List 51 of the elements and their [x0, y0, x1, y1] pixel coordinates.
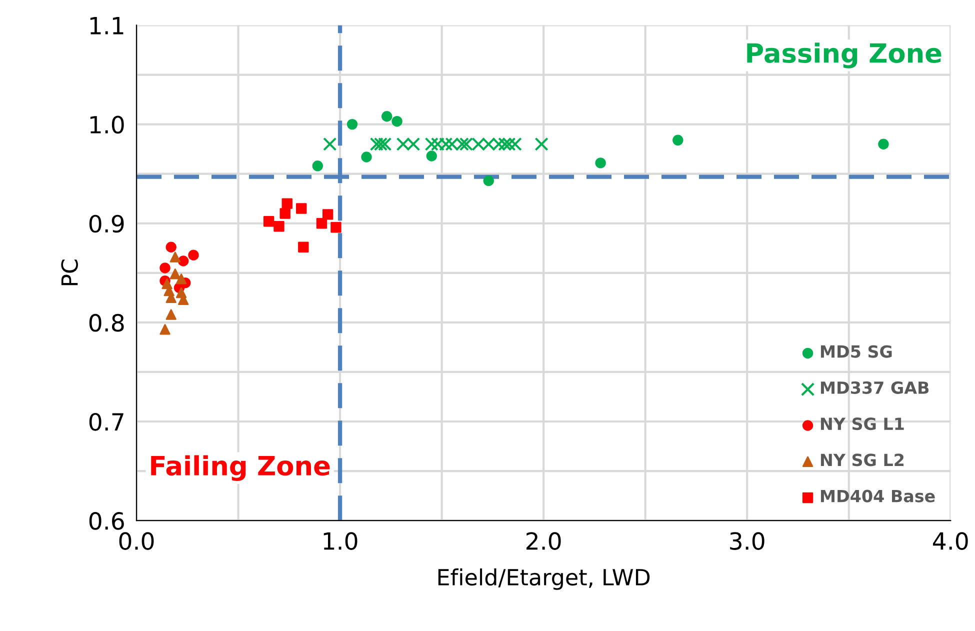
- point: [381, 111, 392, 122]
- legend-label: NY SG L2: [820, 454, 904, 466]
- point: [346, 118, 358, 130]
- point: [160, 324, 170, 335]
- x-axis-title: Efield/Etarget, LWD: [438, 568, 650, 590]
- point: [312, 160, 323, 172]
- annotation: Failing Zone: [151, 455, 330, 481]
- x-tick-label: 0.0: [119, 532, 154, 550]
- point: [178, 256, 189, 266]
- legend-label: MD5 SG: [820, 345, 892, 358]
- y-axis-title: PC: [61, 260, 78, 286]
- point: [160, 262, 170, 274]
- point: [280, 208, 290, 219]
- y-tick-label: 0.8: [89, 314, 124, 332]
- point: [274, 220, 284, 232]
- legend-label: MD404 Base: [820, 490, 935, 502]
- y-tick-label: 1.1: [90, 16, 124, 34]
- x-tick-label: 2.0: [526, 532, 561, 550]
- x-tick-label: 4.0: [933, 532, 968, 550]
- legend-label: MD337 GAB: [820, 381, 929, 394]
- point: [595, 158, 606, 168]
- point: [316, 218, 328, 229]
- y-tick-label: 0.6: [89, 512, 124, 530]
- point: [392, 116, 402, 127]
- point: [170, 252, 181, 262]
- point: [672, 134, 684, 146]
- y-tick-label: 0.7: [89, 412, 124, 431]
- point: [282, 198, 292, 209]
- y-tick-label: 1.0: [90, 116, 124, 134]
- point: [483, 175, 494, 186]
- y-tick-label: 0.9: [89, 214, 124, 233]
- annotation: Passing Zone: [747, 42, 942, 68]
- x-tick-label: 1.0: [324, 532, 358, 550]
- legend-label: NY SG L1: [820, 417, 904, 430]
- point: [188, 250, 199, 260]
- point: [166, 309, 176, 320]
- point: [296, 203, 307, 214]
- point: [170, 268, 181, 280]
- point: [534, 137, 548, 151]
- point: [330, 222, 342, 233]
- point: [374, 137, 388, 151]
- point: [322, 209, 334, 220]
- point: [323, 137, 337, 151]
- point: [263, 216, 274, 227]
- x-tick-label: 3.0: [730, 532, 764, 550]
- point: [361, 152, 372, 162]
- point: [166, 242, 176, 253]
- point: [878, 138, 889, 150]
- point: [426, 150, 437, 162]
- point: [298, 242, 309, 253]
- point: [176, 274, 187, 284]
